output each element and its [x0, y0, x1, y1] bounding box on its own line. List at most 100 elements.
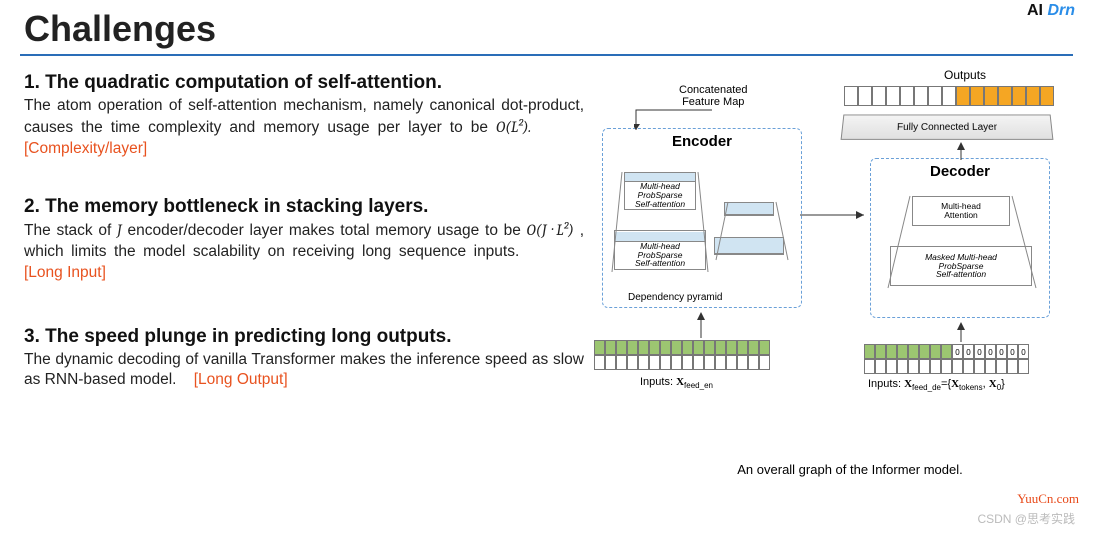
output-cell	[858, 86, 872, 106]
encoder-input-cell	[726, 355, 737, 370]
encoder-input-cell	[638, 355, 649, 370]
watermark-grey: CSDN @思考实践	[977, 510, 1075, 527]
decoder-input-cell	[996, 359, 1007, 374]
decoder-input-cell	[919, 344, 930, 359]
arrow-inputs-en-to-encoder	[694, 312, 708, 340]
decoder-inputs-row: 0000000	[864, 344, 1029, 359]
output-cell	[900, 86, 914, 106]
logo-ai: AI	[1027, 2, 1047, 19]
encoder-input-cell	[682, 355, 693, 370]
challenge-1-body: The atom operation of self-attention mec…	[24, 96, 584, 160]
inputs-de-text: Inputs:	[868, 378, 901, 390]
decoder-input-cell	[941, 359, 952, 374]
concat-feature-label: ConcatenatedFeature Map	[679, 84, 748, 108]
decoder-input-cell	[886, 344, 897, 359]
decoder-input-cell	[930, 359, 941, 374]
decoder-input-cell	[963, 359, 974, 374]
title-underline	[20, 54, 1073, 56]
encoder-input-cell	[671, 340, 682, 355]
encoder-input-cell	[660, 355, 671, 370]
encoder-input-cell	[605, 340, 616, 355]
challenge-3: 3. The speed plunge in predicting long o…	[24, 326, 584, 392]
encoder-input-cell	[759, 340, 770, 355]
decoder-input-cell	[941, 344, 952, 359]
decoder-input-cell	[908, 344, 919, 359]
decoder-input-cell: 0	[1007, 344, 1018, 359]
encoder-input-cell	[627, 340, 638, 355]
inputs-en-text: Inputs:	[640, 376, 673, 388]
logo: AI Drn	[1027, 2, 1075, 20]
challenge-2-heading: The memory bottleneck in stacking layers…	[45, 196, 428, 217]
outputs-label: Outputs	[944, 68, 986, 82]
output-cell	[942, 86, 956, 106]
challenge-1-math: O(L²).	[496, 118, 531, 136]
encoder-input-cell	[627, 355, 638, 370]
arrow-concat-to-encoder	[634, 108, 724, 138]
decoder-input-cell	[897, 344, 908, 359]
challenge-2-pre: The stack of	[24, 222, 117, 239]
decoder-input-cell	[875, 344, 886, 359]
page-title: Challenges	[0, 0, 1093, 54]
output-cell	[844, 86, 858, 106]
output-cell	[1012, 86, 1026, 106]
challenge-2-title: 2. The memory bottleneck in stacking lay…	[24, 196, 584, 218]
output-cell	[928, 86, 942, 106]
logo-dr: Drn	[1047, 2, 1075, 19]
decoder-inputs-label: Inputs: Xfeed_de={Xtokens, X0}	[868, 378, 1005, 392]
encoder-input-cell	[649, 340, 660, 355]
challenge-2-body: The stack of J encoder/decoder layer mak…	[24, 220, 584, 284]
decoder-input-cell	[886, 359, 897, 374]
encoder-input-cell	[616, 340, 627, 355]
challenge-3-text: The dynamic decoding of vanilla Transfor…	[24, 351, 584, 389]
output-cell	[886, 86, 900, 106]
decoder-input-cell: 0	[1018, 344, 1029, 359]
decoder-title: Decoder	[871, 163, 1049, 180]
decoder-inputs-row2	[864, 359, 1029, 374]
decoder-input-cell	[985, 359, 996, 374]
challenge-3-body: The dynamic decoding of vanilla Transfor…	[24, 350, 584, 392]
challenge-2-num: 2.	[24, 196, 40, 217]
encoder-input-cell	[715, 340, 726, 355]
challenge-1-heading: The quadratic computation of self-attent…	[45, 72, 442, 93]
encoder-inputs-label: Inputs: Xfeed_en	[640, 376, 713, 390]
encoder-input-cell	[594, 355, 605, 370]
encoder-input-cell	[693, 355, 704, 370]
decoder-input-cell	[897, 359, 908, 374]
encoder-input-cell	[671, 355, 682, 370]
decoder-input-cell	[864, 359, 875, 374]
challenge-2-mid: encoder/decoder layer makes total memory…	[127, 222, 526, 239]
encoder-input-cell	[748, 355, 759, 370]
decoder-input-cell: 0	[963, 344, 974, 359]
arrow-decoder-to-fc	[954, 142, 968, 162]
encoder-input-cell	[737, 355, 748, 370]
encoder-input-cell	[693, 340, 704, 355]
challenge-2: 2. The memory bottleneck in stacking lay…	[24, 196, 584, 284]
challenge-1: 1. The quadratic computation of self-att…	[24, 72, 584, 160]
decoder-input-cell	[974, 359, 985, 374]
challenge-3-tag: [Long Output]	[194, 371, 288, 388]
dependency-pyramid-label: Dependency pyramid	[628, 292, 723, 303]
output-cell	[970, 86, 984, 106]
decoder-input-cell	[1007, 359, 1018, 374]
challenge-2-j: J	[117, 221, 122, 239]
fully-connected-layer: Fully Connected Layer	[841, 114, 1054, 139]
decoder-input-cell: 0	[974, 344, 985, 359]
encoder-input-cell	[748, 340, 759, 355]
challenge-3-num: 3.	[24, 326, 40, 347]
arrow-inputs-de-to-decoder	[954, 322, 968, 344]
encoder-input-cell	[704, 355, 715, 370]
encoder-input-cell	[638, 340, 649, 355]
encoder-input-cell	[704, 340, 715, 355]
decoder-input-cell: 0	[996, 344, 1007, 359]
diagram-caption: An overall graph of the Informer model.	[640, 462, 1060, 477]
decoder-input-cell	[952, 359, 963, 374]
encoder-input-cell	[649, 355, 660, 370]
encoder-input-cell	[737, 340, 748, 355]
output-cell	[984, 86, 998, 106]
challenge-1-title: 1. The quadratic computation of self-att…	[24, 72, 584, 94]
challenge-2-math: O(J · L²)	[527, 221, 574, 239]
decoder-input-cell	[864, 344, 875, 359]
arrow-encoder-to-decoder	[800, 208, 874, 222]
watermark-orange: YuuCn.com	[1017, 491, 1079, 507]
output-cell	[1040, 86, 1054, 106]
